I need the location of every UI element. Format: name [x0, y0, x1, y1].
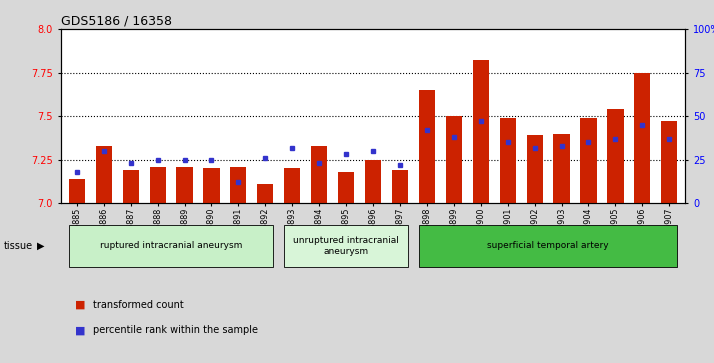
Text: percentile rank within the sample: percentile rank within the sample	[93, 325, 258, 335]
Bar	[392, 170, 408, 203]
Bar	[123, 170, 139, 203]
Bar	[257, 184, 273, 203]
Bar	[203, 168, 220, 203]
Bar	[446, 116, 462, 203]
Text: ■: ■	[75, 325, 86, 335]
Bar	[634, 73, 650, 203]
Text: ▶: ▶	[37, 241, 45, 251]
Text: transformed count: transformed count	[93, 300, 183, 310]
Bar	[608, 109, 623, 203]
Bar	[338, 172, 354, 203]
Text: superficial temporal artery: superficial temporal artery	[487, 241, 609, 250]
Text: ■: ■	[75, 300, 86, 310]
Bar	[69, 179, 85, 203]
Bar	[526, 135, 543, 203]
Bar	[311, 146, 327, 203]
Text: unruptured intracranial
aneurysm: unruptured intracranial aneurysm	[293, 236, 399, 256]
Text: ruptured intracranial aneurysm: ruptured intracranial aneurysm	[100, 241, 242, 250]
Bar	[365, 160, 381, 203]
Bar	[500, 118, 516, 203]
Text: GDS5186 / 16358: GDS5186 / 16358	[61, 15, 171, 28]
Bar	[553, 134, 570, 203]
Bar	[149, 167, 166, 203]
Bar	[580, 118, 597, 203]
Bar	[231, 167, 246, 203]
Bar	[96, 146, 112, 203]
Bar	[419, 90, 435, 203]
Bar	[473, 60, 489, 203]
Text: tissue: tissue	[4, 241, 33, 251]
Bar	[176, 167, 193, 203]
Bar	[284, 168, 301, 203]
Bar	[661, 121, 678, 203]
